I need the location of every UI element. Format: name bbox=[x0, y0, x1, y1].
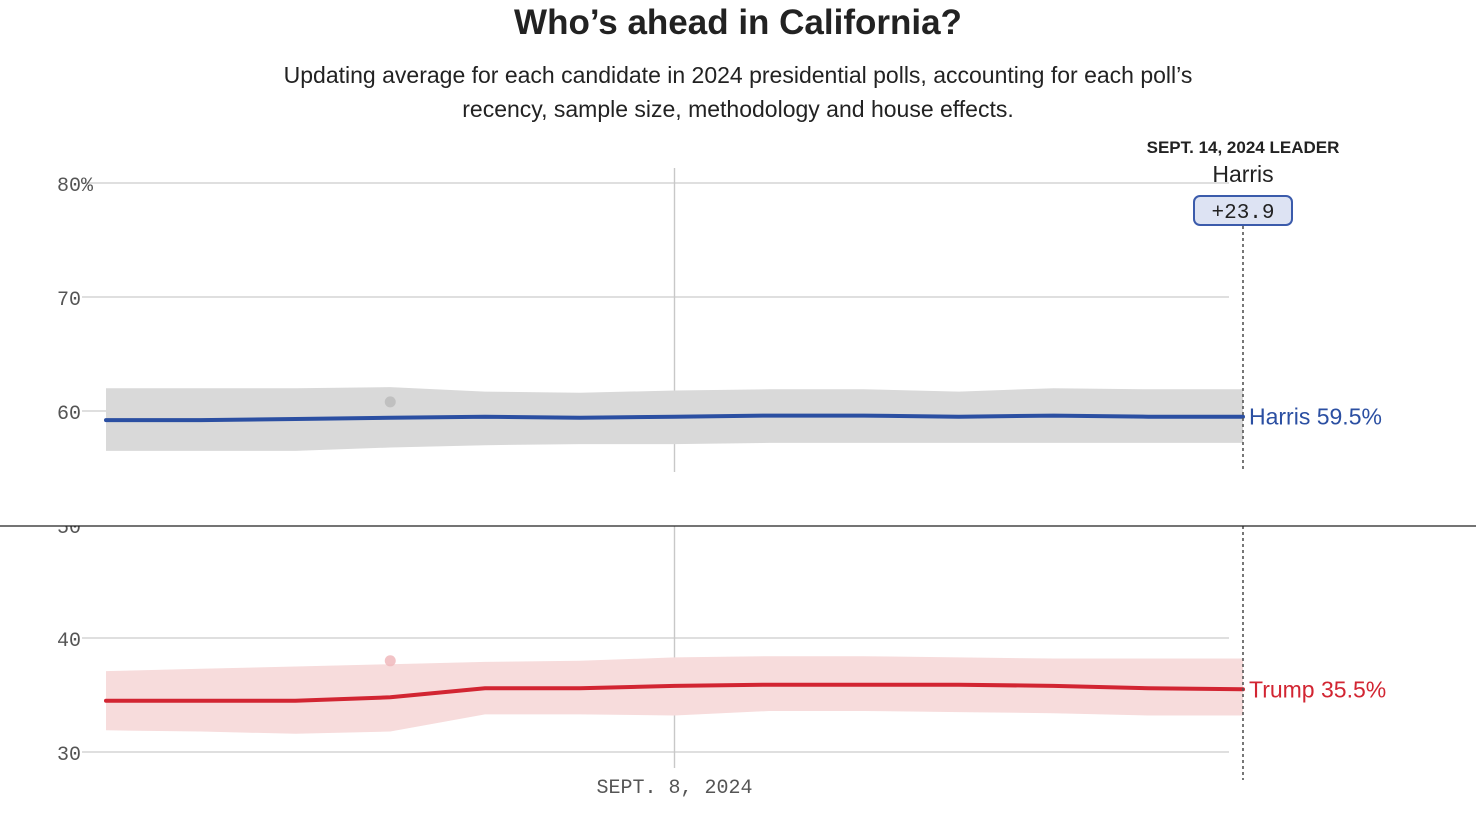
y-tick-label-50-clipped: 50 bbox=[57, 517, 81, 540]
poll-dots bbox=[384, 396, 396, 667]
y-tick-label-40: 40 bbox=[57, 630, 81, 653]
leader-heading: SEPT. 14, 2024 LEADER bbox=[1147, 138, 1340, 157]
harris-average-line bbox=[104, 413, 1245, 423]
y-tick-label-30: 30 bbox=[57, 744, 81, 767]
y-tick-label-80: 80% bbox=[57, 175, 94, 198]
x-tick-label: SEPT. 8, 2024 bbox=[596, 777, 752, 800]
y-tick-label-60: 60 bbox=[57, 403, 81, 426]
axis-break-mask bbox=[0, 472, 1476, 526]
leader-annotation: SEPT. 14, 2024 LEADER Harris +23.9 bbox=[1147, 138, 1340, 780]
leader-margin-badge bbox=[1193, 195, 1293, 226]
chart-subtitle: Updating average for each candidate in 2… bbox=[283, 62, 1193, 122]
leader-name: Harris bbox=[1212, 161, 1273, 187]
trump-poll-dot[interactable] bbox=[384, 655, 396, 667]
harris-end-label: Harris 59.5% bbox=[1249, 404, 1382, 430]
chart-title: Who’s ahead in California? bbox=[514, 3, 962, 42]
leader-margin-value: +23.9 bbox=[1211, 202, 1274, 225]
trump-average-line bbox=[104, 682, 1245, 703]
axis-labels: 30 40 60 70 80% SEPT. 8, 2024 Harris 59.5% Trum… bbox=[57, 175, 1386, 800]
series-lines bbox=[104, 413, 1245, 703]
axis-break: 50 bbox=[0, 472, 1476, 540]
harris-poll-dot[interactable] bbox=[384, 396, 396, 408]
trump-end-label: Trump 35.5% bbox=[1249, 676, 1386, 702]
trump-uncertainty-band bbox=[106, 656, 1243, 734]
y-tick-label-70: 70 bbox=[57, 289, 81, 312]
